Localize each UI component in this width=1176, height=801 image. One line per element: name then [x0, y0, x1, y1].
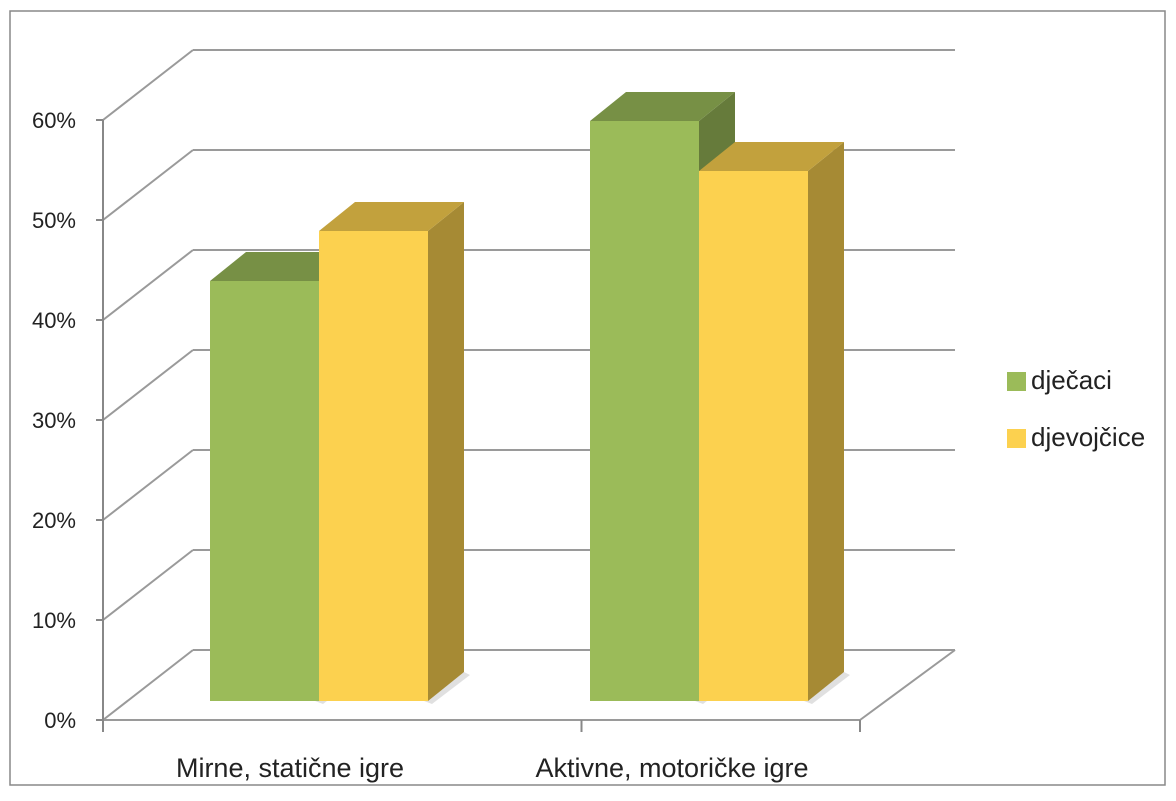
legend-swatch — [1007, 372, 1026, 391]
x-category-label: Mirne, statične igre — [176, 753, 404, 783]
gridline-side — [102, 149, 194, 221]
legend-label: djevojčice — [1031, 422, 1145, 452]
floor-right-edge — [859, 649, 956, 721]
gridline-side — [102, 649, 194, 721]
legend-swatch — [1007, 429, 1026, 448]
legend-item: dječaci — [1007, 365, 1112, 395]
gridline-side — [102, 349, 194, 421]
gridline-side — [102, 549, 194, 621]
legend-label: dječaci — [1031, 365, 1112, 395]
gridline-side — [102, 49, 194, 121]
labels-layer: Mirne, statične igre Aktivne, motoričke i… — [176, 753, 809, 783]
y-tick-label: 50% — [32, 208, 76, 233]
gridline-side — [102, 249, 194, 321]
legend-item: djevojčice — [1007, 422, 1145, 452]
bar-girls-2 — [699, 142, 850, 704]
bar-girls-1 — [319, 202, 470, 704]
gridline-side — [102, 449, 194, 521]
y-tick-label: 0% — [44, 708, 76, 733]
y-tick-label: 30% — [32, 408, 76, 433]
axis-layer: 0% 10% 20% 30% 40% 50% 60% — [32, 108, 861, 733]
y-tick-label: 60% — [32, 108, 76, 133]
y-tick-label: 20% — [32, 508, 76, 533]
x-category-label: Aktivne, motoričke igre — [535, 753, 808, 783]
bars-layer — [210, 92, 850, 704]
chart-frame — [9, 10, 1166, 786]
legend: dječaci djevojčice — [1007, 365, 1145, 452]
y-tick-label: 40% — [32, 308, 76, 333]
y-tick-label: 10% — [32, 608, 76, 633]
